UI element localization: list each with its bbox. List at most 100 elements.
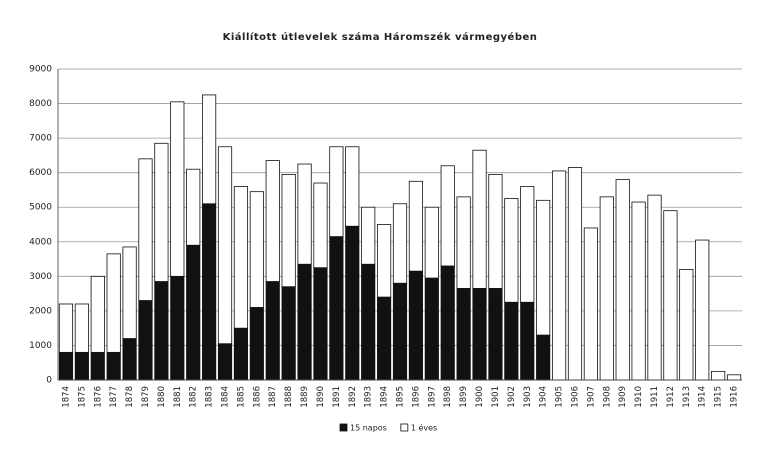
x-tick-label: 1877	[109, 386, 119, 408]
legend-swatch	[400, 423, 409, 432]
x-tick-label: 1884	[221, 386, 231, 408]
bar-segment	[440, 165, 455, 267]
bar-segment	[615, 179, 630, 381]
bar-segment	[297, 163, 312, 265]
bar-segment	[711, 370, 726, 381]
bar-segment	[217, 146, 233, 345]
x-tick-label: 1901	[491, 386, 501, 408]
bar-segment	[392, 203, 408, 284]
x-tick-label: 1909	[618, 386, 628, 408]
x-tick-label: 1905	[555, 386, 565, 408]
bar-segment	[488, 173, 503, 289]
bar-segment	[138, 158, 153, 301]
x-tick-label: 1874	[61, 386, 71, 408]
y-tick-label: 1000	[29, 341, 52, 351]
bar-segment	[58, 303, 74, 353]
bar-segment	[74, 351, 89, 381]
bar-segment	[233, 327, 249, 381]
x-tick-label: 1896	[411, 386, 421, 408]
x-tick-label: 1875	[77, 386, 87, 408]
x-tick-label: 1885	[236, 386, 246, 408]
x-tick-label: 1913	[682, 386, 692, 408]
bar-segment	[202, 203, 217, 381]
x-tick-label: 1903	[523, 386, 533, 408]
legend-swatch	[339, 423, 348, 432]
bar-segment	[647, 194, 662, 381]
x-tick-label: 1893	[364, 386, 374, 408]
bar-segment	[186, 244, 201, 381]
bar-segment	[695, 239, 710, 381]
x-tick-label: 1891	[332, 386, 342, 408]
bar-segment	[138, 300, 153, 381]
x-tick-label: 1915	[714, 386, 724, 408]
bar-segment	[551, 170, 567, 381]
x-tick-label: 1911	[650, 386, 660, 408]
bar-segment	[567, 167, 583, 381]
bar-segment	[297, 263, 312, 381]
bar-segment	[90, 351, 105, 381]
bar-segment	[249, 191, 264, 308]
x-tick-label: 1916	[730, 386, 740, 408]
x-tick-label: 1898	[443, 386, 453, 408]
bar-segment	[329, 236, 344, 381]
y-tick-label: 8000	[29, 99, 52, 109]
bar-segment	[74, 303, 89, 353]
x-tick-label: 1900	[475, 386, 485, 408]
bar-segment	[90, 275, 105, 353]
y-tick-label: 3000	[29, 272, 52, 282]
bar-segment	[345, 225, 360, 381]
x-tick-label: 1881	[173, 386, 183, 408]
x-tick-label: 1912	[666, 386, 676, 408]
x-tick-label: 1907	[586, 386, 596, 408]
bar-segment	[472, 288, 487, 381]
y-tick-label: 6000	[29, 168, 52, 178]
bar-segment	[583, 227, 598, 381]
bar-segment	[281, 173, 296, 288]
x-tick-label: 1883	[205, 386, 215, 408]
legend-label: 1 éves	[411, 423, 437, 433]
y-tick-label: 0	[46, 376, 52, 386]
bar-segment	[281, 286, 296, 381]
bar-segment	[249, 307, 264, 381]
bar-segment	[106, 351, 121, 381]
x-tick-label: 1897	[427, 386, 437, 408]
bar-segment	[377, 224, 392, 298]
bar-segment	[122, 338, 137, 381]
bar-segment	[361, 206, 376, 265]
y-tick-label: 4000	[29, 237, 52, 247]
bar-segment	[170, 101, 185, 277]
bar-segment	[313, 182, 328, 269]
x-tick-label: 1899	[459, 386, 469, 408]
bar-segment	[726, 374, 742, 381]
x-tick-label: 1886	[252, 386, 262, 408]
bar-segment	[329, 146, 344, 237]
bar-segment	[106, 253, 121, 353]
x-tick-label: 1880	[157, 386, 167, 408]
bar-segment	[504, 301, 519, 381]
bar-segment	[424, 206, 439, 279]
x-tick-label: 1878	[125, 386, 135, 408]
x-tick-label: 1895	[396, 386, 406, 408]
bar-segment	[377, 296, 392, 381]
bar-segment	[408, 270, 423, 381]
bar-segment	[631, 201, 646, 381]
x-tick-label: 1914	[698, 386, 708, 408]
x-tick-label: 1882	[189, 386, 199, 408]
y-tick-label: 5000	[29, 203, 52, 213]
y-tick-label: 7000	[29, 134, 52, 144]
bar-segment	[361, 263, 376, 381]
x-tick-label: 1892	[348, 386, 358, 408]
x-tick-label: 1888	[284, 386, 294, 408]
bar-segment	[536, 199, 551, 336]
bar-segment	[472, 149, 487, 289]
bar-segment	[456, 196, 471, 289]
bar-segment	[424, 277, 439, 381]
bar-segment	[488, 288, 503, 381]
bar-segment	[440, 265, 455, 381]
x-tick-label: 1894	[380, 386, 390, 408]
bar-segment	[599, 196, 614, 381]
bar-segment	[122, 246, 137, 339]
x-tick-label: 1902	[507, 386, 517, 408]
x-tick-label: 1904	[539, 386, 549, 408]
